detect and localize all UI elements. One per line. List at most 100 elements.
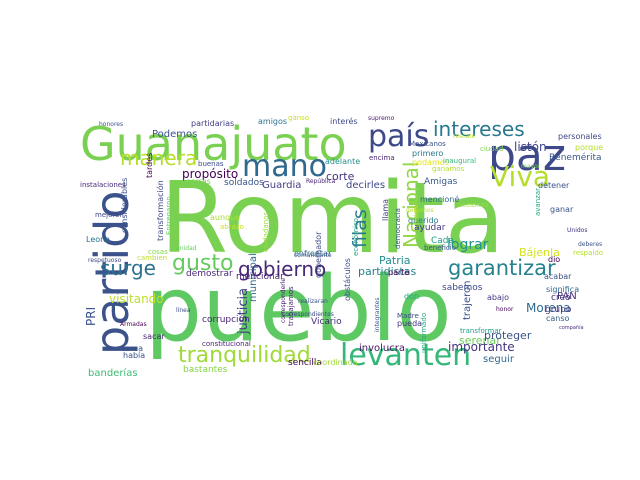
word-llama: llama bbox=[381, 199, 390, 221]
word-trabajamos: trabajamos bbox=[287, 286, 295, 326]
word-mencionar: mencionar bbox=[236, 272, 284, 282]
word-trajeron: trajeron bbox=[462, 281, 473, 320]
word-unidad: unidad bbox=[176, 245, 197, 252]
word-abrazo: abrazo bbox=[220, 223, 244, 231]
word-considerables: considerables bbox=[120, 178, 129, 233]
word-sabemos: sabemos bbox=[442, 283, 483, 293]
word-creo-: creó bbox=[551, 292, 571, 303]
word-pan: PAN bbox=[557, 291, 577, 302]
word-morena: Morena bbox=[526, 301, 571, 315]
word-partido: partido bbox=[85, 191, 139, 355]
word-querido: querido bbox=[408, 216, 439, 225]
word-serenar: serenar bbox=[459, 334, 501, 347]
word-democracia: democracia bbox=[394, 208, 402, 249]
word-mano: mano bbox=[242, 149, 327, 184]
word-podamos: podamos bbox=[412, 158, 449, 167]
word-federal: Federal bbox=[413, 203, 420, 225]
word-surge: surge bbox=[100, 256, 156, 280]
word-proteger: proteger bbox=[484, 329, 532, 342]
word-sacar: sacar bbox=[143, 332, 165, 341]
word-listo-n: listón bbox=[514, 140, 547, 154]
word-propo-sito: propósito bbox=[182, 167, 238, 181]
word-grupo: grupo bbox=[545, 305, 572, 315]
word-entregaron: Entregaron bbox=[165, 196, 173, 235]
word-filas: filas bbox=[349, 209, 371, 248]
word-justicia: justicia bbox=[236, 288, 251, 335]
word-honor: honor bbox=[496, 306, 514, 313]
word-municipal: municipal bbox=[248, 253, 259, 302]
word-beneme-rita: Benemérita bbox=[549, 152, 602, 163]
word-mejoren: mejoren bbox=[95, 211, 124, 219]
word-cambien: cambien bbox=[137, 254, 167, 262]
word-partidistas: partidistas bbox=[358, 265, 416, 278]
word-porque: porque bbox=[575, 143, 603, 152]
word-tarea: tarea bbox=[122, 344, 143, 353]
word-supremo: supremo bbox=[368, 115, 395, 122]
word-tardes: tardes bbox=[145, 153, 154, 178]
word-amigas: Amigas bbox=[424, 177, 458, 187]
word-cada: Cada bbox=[431, 236, 454, 246]
word-beneficio: beneficio bbox=[424, 244, 456, 252]
word-seguir: seguir bbox=[483, 354, 515, 365]
word-cosas: cosas bbox=[148, 248, 168, 256]
word-acciones: acciones bbox=[458, 201, 489, 209]
word-transformar: transformar bbox=[460, 327, 502, 335]
word-mencione-: mencioné bbox=[420, 194, 459, 204]
word-sencilla: sencilla bbox=[288, 358, 322, 368]
word-mayor: mayor bbox=[521, 163, 541, 170]
word-amigos: amigos bbox=[258, 117, 287, 126]
word-enfrentar: enfrentar bbox=[294, 249, 332, 258]
word-debemos: debemos bbox=[406, 207, 434, 214]
word-parte: parte bbox=[388, 268, 409, 277]
word-ganamos: ganamos bbox=[432, 165, 465, 173]
word-dio: dio bbox=[548, 255, 560, 264]
word-encima: encima bbox=[369, 154, 395, 162]
word-gusto: gusto bbox=[172, 251, 233, 276]
word-comandante: comandante bbox=[294, 252, 332, 259]
word-mexicanos: Mexicanos bbox=[409, 140, 446, 148]
word-pueda: pueda bbox=[397, 319, 422, 328]
word-pueblo: pueblo bbox=[145, 257, 452, 362]
word-banderi-as: banderías bbox=[88, 367, 138, 379]
word-inaugural: inaugural bbox=[443, 157, 476, 165]
word-deberes: deberes bbox=[578, 241, 602, 248]
word-demostrar: demostrar bbox=[186, 269, 233, 279]
word-ciudadanos: ciudadanos bbox=[262, 212, 270, 252]
word-levanten: levanten bbox=[340, 338, 471, 373]
word-pai-s: país bbox=[368, 119, 429, 154]
word-pri: PRI bbox=[84, 307, 98, 326]
word-constitucional: constitucional bbox=[202, 340, 251, 348]
word-paz: paz bbox=[488, 130, 566, 181]
word-uniformado: uniformado bbox=[420, 313, 428, 353]
word-ba-jenla: Bájenla bbox=[519, 246, 560, 259]
word-honores: honores bbox=[99, 121, 123, 128]
word-corras: corras bbox=[186, 177, 211, 186]
word-ganar: ganar bbox=[550, 205, 574, 214]
word-avanzar: avanzar bbox=[534, 188, 542, 216]
word-respetuoso: respetuoso bbox=[88, 257, 122, 264]
word-primero: primero bbox=[412, 149, 443, 158]
word-detener: detener bbox=[538, 181, 570, 190]
word-significa: significa bbox=[546, 285, 579, 294]
word-lograr: lograr bbox=[447, 237, 489, 253]
word-canso: canso bbox=[546, 314, 570, 323]
word-podemos: Podemos bbox=[152, 129, 197, 140]
word-buenas: buenas bbox=[198, 160, 224, 168]
word-realizaran: realizaran bbox=[298, 298, 328, 305]
word-bastantes: bastantes bbox=[183, 365, 228, 375]
word-intere-s: interés bbox=[330, 116, 358, 126]
word-intereses: intereses bbox=[433, 117, 525, 141]
word-corte: corte bbox=[326, 170, 355, 183]
word-viva: Viva bbox=[490, 160, 550, 193]
word-correspondientes: correspondientes bbox=[282, 311, 334, 318]
word-li-nea: línea bbox=[176, 307, 191, 314]
word-transformacio-n: transformación bbox=[155, 180, 165, 241]
word-econo-mico: económico bbox=[352, 218, 360, 256]
word-nacional: Nacional bbox=[399, 162, 423, 249]
word-compan-i-a: compañía bbox=[559, 324, 584, 331]
word-ciudad: ciudad bbox=[480, 145, 503, 153]
word-adelante: adelante bbox=[325, 157, 360, 166]
word-repu-blica: República bbox=[306, 178, 336, 185]
word-abajo: abajo bbox=[487, 293, 509, 302]
